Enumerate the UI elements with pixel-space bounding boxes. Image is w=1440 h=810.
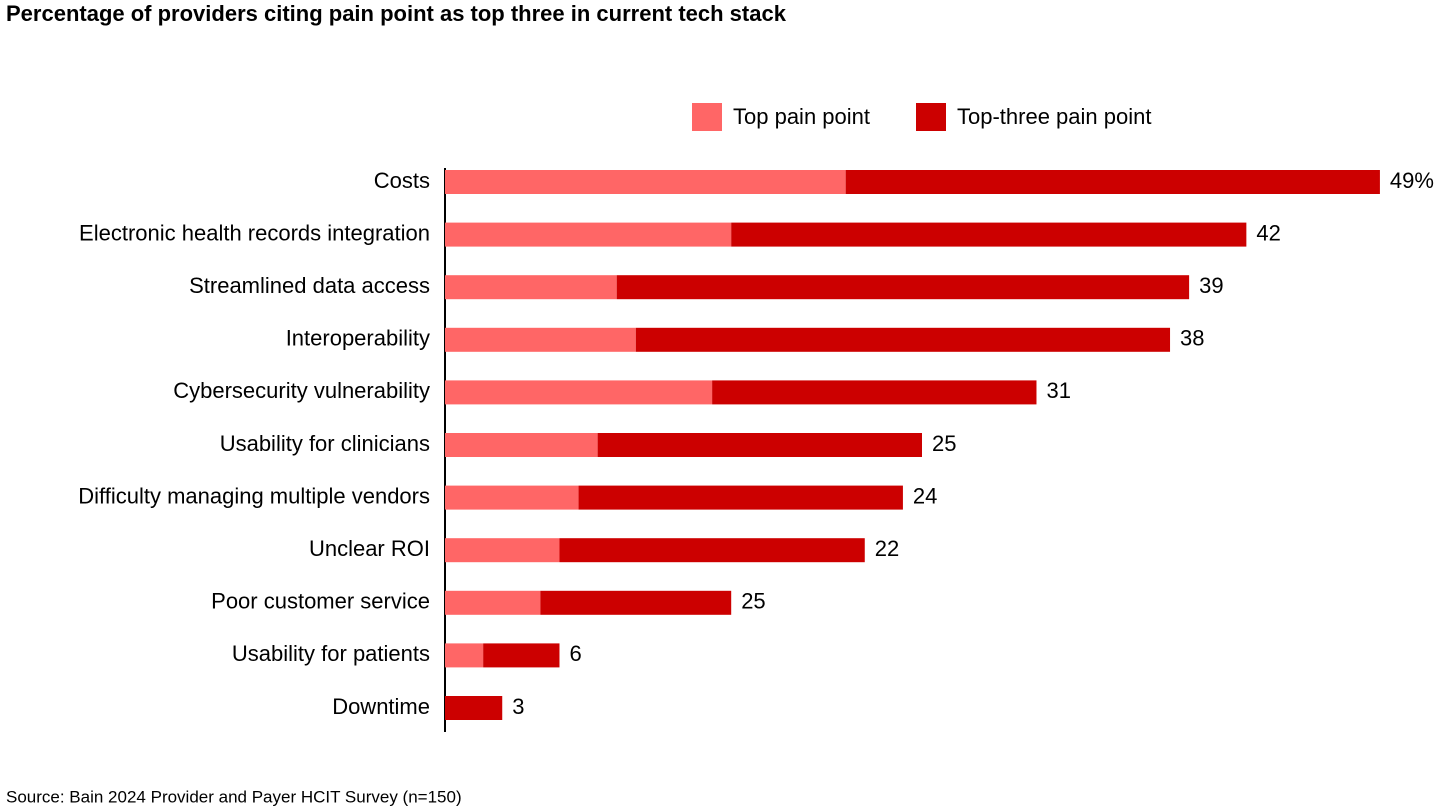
bar-segment [635,327,1171,352]
category-label: Difficulty managing multiple vendors [78,483,430,508]
total-label: 38 [1180,326,1204,351]
total-label: 42 [1256,220,1280,245]
total-label: 25 [932,431,956,456]
bar-segment [445,380,713,405]
category-label: Usability for clinicians [220,431,430,456]
legend-swatch [692,103,722,131]
bar-segment [559,538,865,563]
bar-segment [445,643,484,668]
category-label: Downtime [332,694,430,719]
bar-segment [445,590,541,615]
bar-segment [597,433,922,457]
total-label: 39 [1199,273,1223,298]
legend-label: Top-three pain point [957,104,1151,129]
category-label: Poor customer service [211,589,430,614]
category-label: Streamlined data access [189,273,430,298]
total-label: 22 [875,536,899,561]
category-label: Costs [374,168,430,193]
bar-segment [445,222,732,247]
bar-segment [445,485,579,510]
bar-segment [445,696,503,720]
bar-segment [445,433,598,457]
total-label: 31 [1046,378,1070,403]
total-label: 6 [569,641,581,666]
source-note: Source: Bain 2024 Provider and Payer HCI… [6,787,462,806]
bar-segment [712,380,1037,405]
bar-segment [616,275,1190,300]
bar-segment [845,170,1380,194]
bar-segment [445,170,846,194]
bar-segment [445,327,636,352]
bar-segment [483,643,560,668]
bar-segment [578,485,903,510]
bar-segment [445,275,617,300]
legend-label: Top pain point [733,104,870,129]
chart-title: Percentage of providers citing pain poin… [6,1,787,26]
bar-segment [445,538,560,563]
category-label: Electronic health records integration [79,220,430,245]
legend-swatch [916,103,946,131]
category-label: Usability for patients [232,641,430,666]
total-label: 25 [741,589,765,614]
category-label: Interoperability [286,326,430,351]
total-label: 49% [1390,168,1434,193]
bar-segment [731,222,1247,247]
total-label: 24 [913,483,937,508]
bar-segment [540,590,732,615]
total-label: 3 [512,694,524,719]
category-label: Cybersecurity vulnerability [173,378,430,403]
category-label: Unclear ROI [309,536,430,561]
